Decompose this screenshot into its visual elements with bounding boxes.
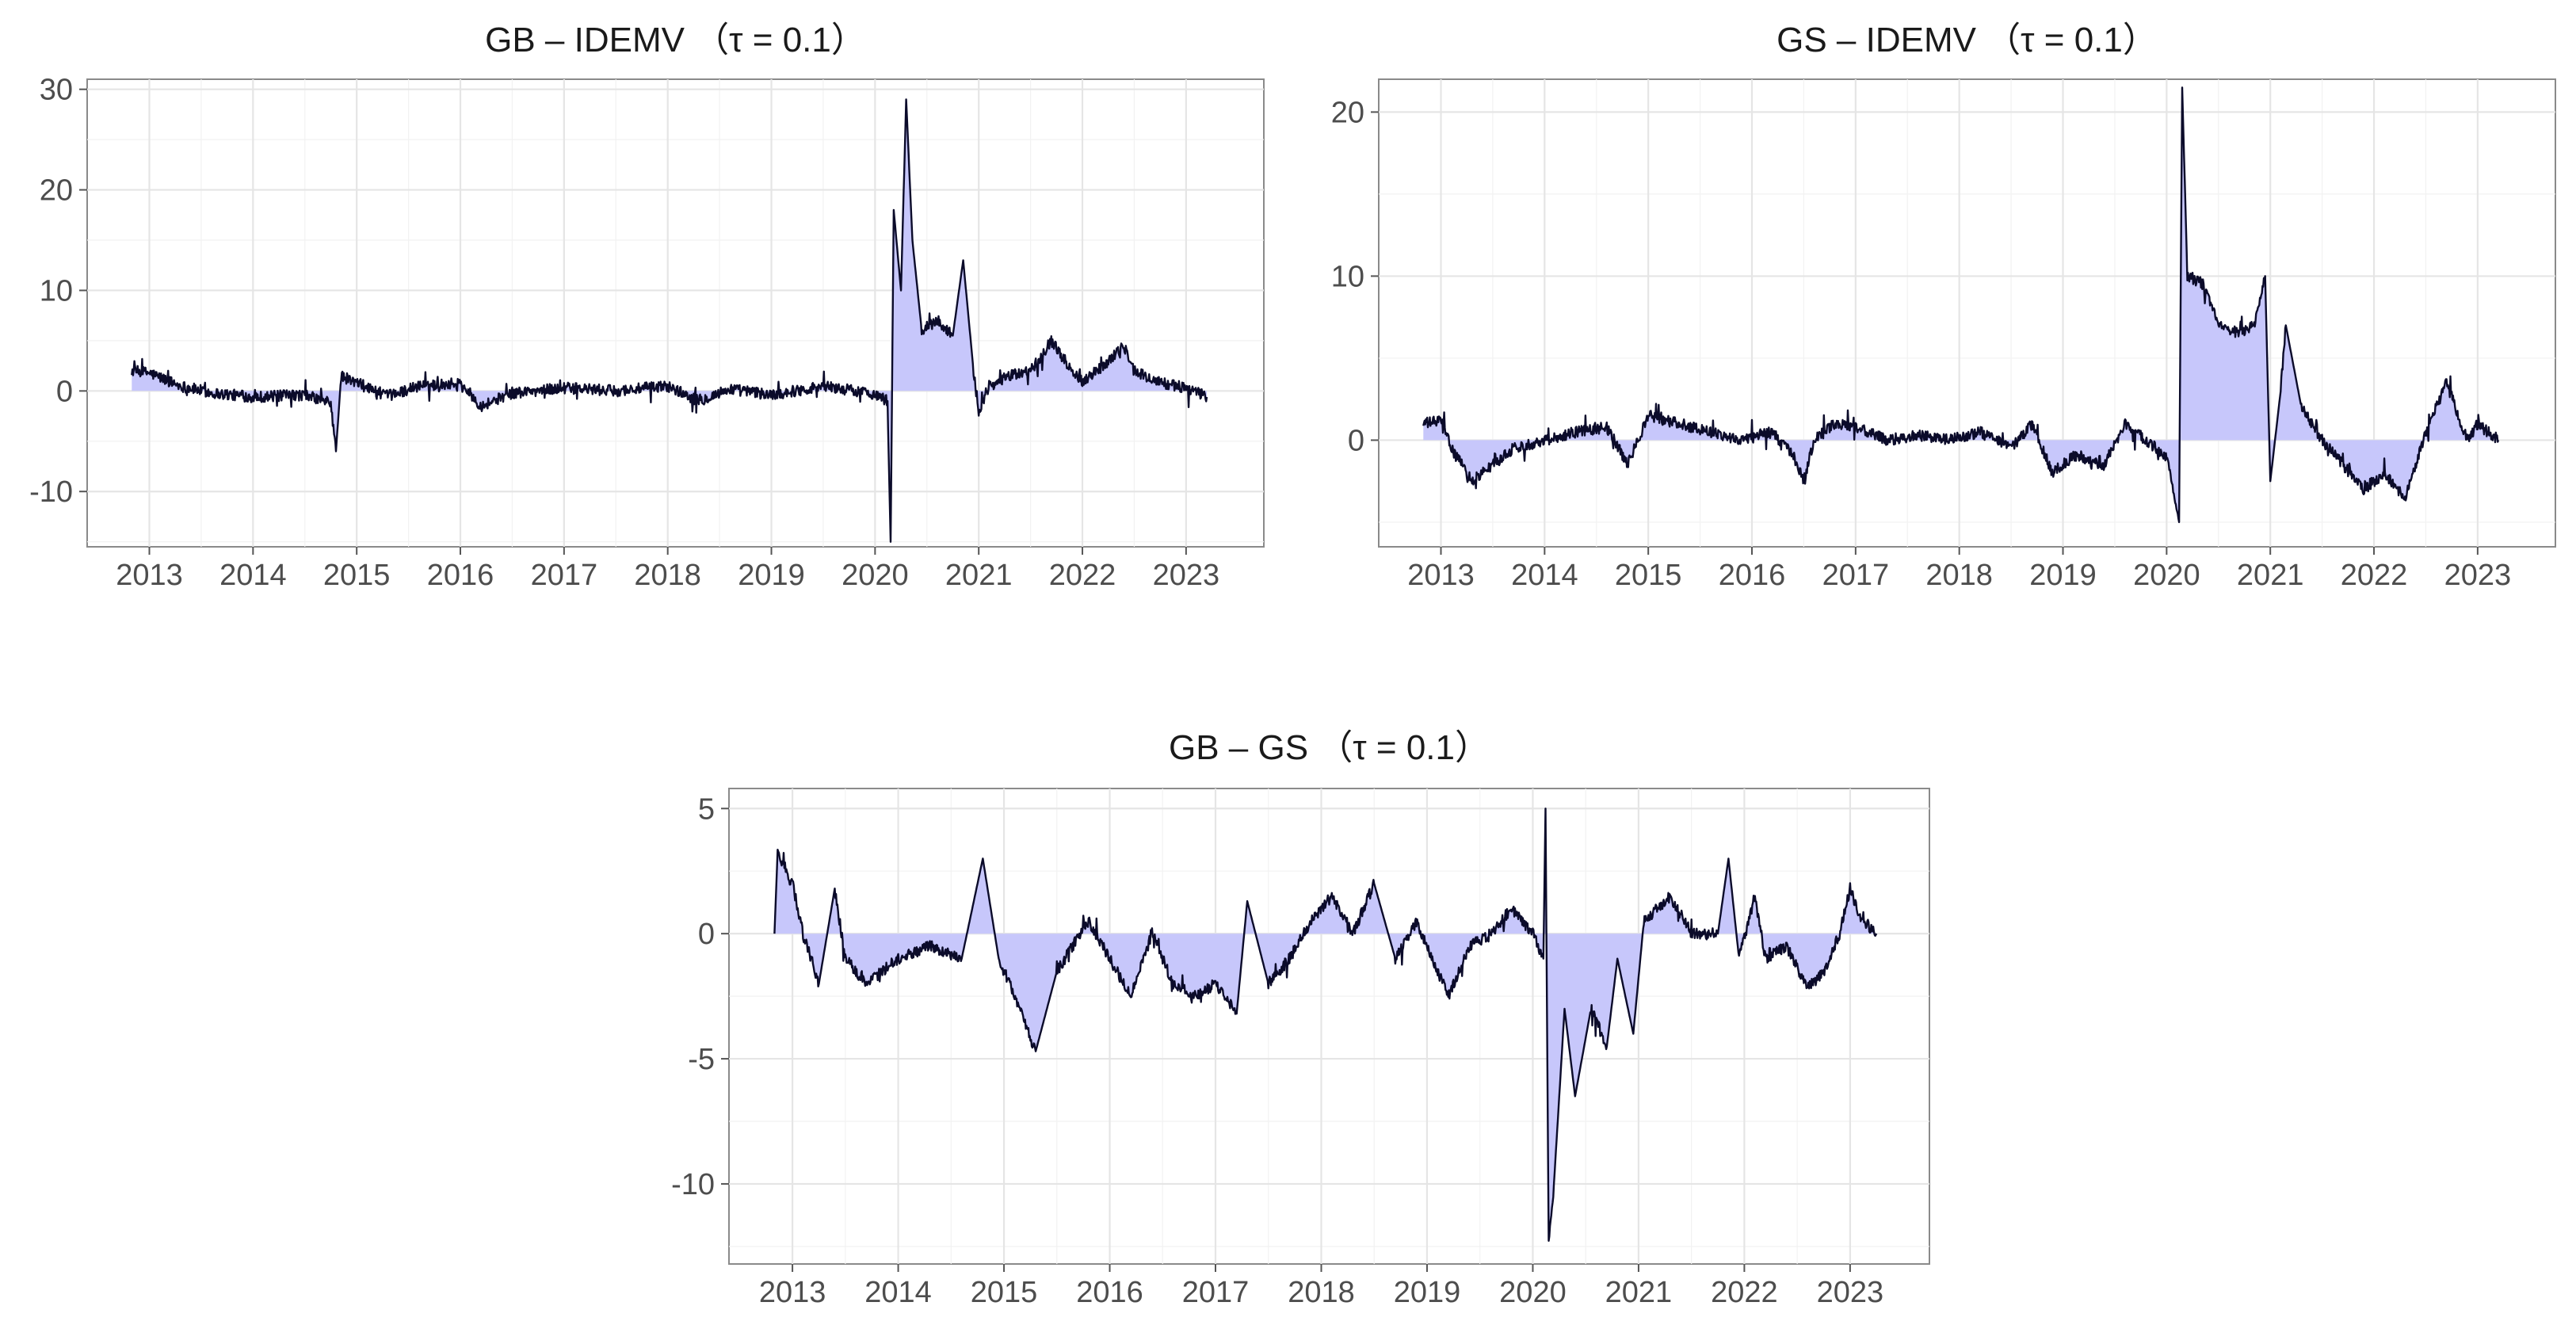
x-tick-label: 2014 [219, 559, 287, 592]
y-tick-label: 30 [40, 74, 73, 107]
series-area [1423, 87, 2498, 522]
y-tick-label: -10 [29, 475, 73, 509]
x-tick-label: 2016 [1719, 559, 1786, 592]
chart-title: GB – GS （τ = 0.1） [1169, 728, 1490, 767]
y-tick-label: -10 [671, 1168, 715, 1201]
x-tick-label: 2013 [116, 559, 183, 592]
chart-gs-idemv: 2013 2014 2015 2016 2017 2018 2019 2020 2021 2022… [1331, 21, 2556, 592]
x-tick-label: 2016 [427, 559, 494, 592]
series-line [131, 98, 1208, 543]
x-tick-label: 2018 [634, 559, 701, 592]
x-tick-label: 2014 [1511, 559, 1578, 592]
y-tick-label: 20 [1331, 96, 1364, 129]
chart-title: GS – IDEMV （τ = 0.1） [1776, 21, 2158, 59]
chart-gb-idemv: 2013 2014 2015 2016 2017 2018 2019 2020 2021 2022… [29, 21, 1265, 592]
x-tick-label: 2015 [323, 559, 391, 592]
y-tick-label: 0 [1348, 424, 1364, 457]
x-tick-label: 2018 [1288, 1276, 1355, 1309]
plot-panel [728, 788, 1930, 1265]
x-tick-label: 2022 [1711, 1276, 1778, 1309]
x-tick-label: 2019 [1394, 1276, 1461, 1309]
y-tick-label: 0 [698, 918, 715, 951]
x-tick-label: 2017 [1182, 1276, 1250, 1309]
x-tick-label: 2013 [1407, 559, 1475, 592]
x-tick-label: 2020 [841, 559, 909, 592]
x-tick-label: 2013 [759, 1276, 826, 1309]
x-tick-label: 2023 [1817, 1276, 1884, 1309]
y-tick-label: 0 [56, 375, 73, 408]
chart-title: GB – IDEMV （τ = 0.1） [485, 21, 866, 59]
x-tick-label: 2020 [2133, 559, 2200, 592]
x-tick-label: 2022 [1049, 559, 1116, 592]
y-tick-label: 20 [40, 174, 73, 208]
y-tick-label: 10 [1331, 260, 1364, 293]
y-tick-label: 10 [40, 274, 73, 307]
x-tick-label: 2018 [1925, 559, 1993, 592]
x-tick-label: 2019 [738, 559, 805, 592]
x-tick-label: 2015 [971, 1276, 1038, 1309]
series-line [773, 808, 1878, 1242]
x-tick-label: 2021 [945, 559, 1013, 592]
x-tick-label: 2014 [864, 1276, 932, 1309]
chart-gb-gs: 2013 2014 2015 2016 2017 2018 2019 2020 2021 2022… [671, 728, 1930, 1309]
x-tick-label: 2019 [2029, 559, 2097, 592]
x-tick-label: 2015 [1615, 559, 1682, 592]
x-tick-label: 2023 [2444, 559, 2512, 592]
y-tick-label: -5 [688, 1043, 715, 1076]
x-tick-label: 2017 [1822, 559, 1890, 592]
y-tick-label: 5 [698, 792, 715, 826]
x-tick-label: 2020 [1499, 1276, 1567, 1309]
x-tick-label: 2022 [2341, 559, 2408, 592]
x-tick-label: 2017 [531, 559, 598, 592]
x-tick-label: 2021 [2237, 559, 2304, 592]
x-tick-label: 2021 [1605, 1276, 1673, 1309]
series-line [1422, 86, 2500, 524]
x-tick-label: 2023 [1153, 559, 1220, 592]
plot-panel [86, 78, 1265, 548]
x-tick-label: 2016 [1076, 1276, 1143, 1309]
